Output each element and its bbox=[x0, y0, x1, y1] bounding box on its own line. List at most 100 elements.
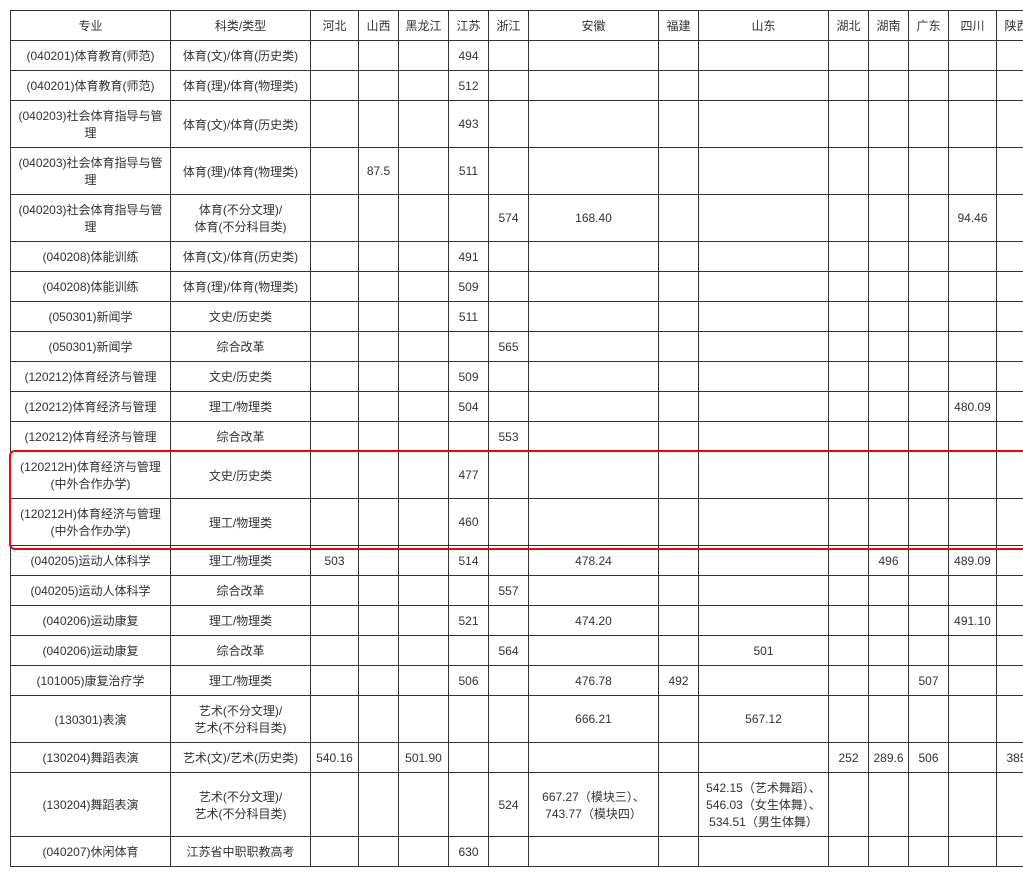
table-cell bbox=[909, 773, 949, 837]
table-row: (120212H)体育经济与管理(中外合作办学)文史/历史类477 bbox=[11, 452, 1023, 499]
table-cell: 493 bbox=[449, 101, 489, 148]
table-cell bbox=[399, 272, 449, 302]
table-cell: 507 bbox=[909, 666, 949, 696]
table-cell bbox=[659, 499, 699, 546]
col-header: 福建 bbox=[659, 11, 699, 41]
table-cell bbox=[659, 546, 699, 576]
table-cell bbox=[997, 362, 1023, 392]
table-cell bbox=[659, 148, 699, 195]
table-cell: (040205)运动人体科学 bbox=[11, 546, 171, 576]
table-cell: 理工/物理类 bbox=[171, 666, 311, 696]
table-cell bbox=[909, 41, 949, 71]
table-cell: 综合改革 bbox=[171, 636, 311, 666]
table-cell bbox=[997, 242, 1023, 272]
table-cell: 509 bbox=[449, 272, 489, 302]
table-cell bbox=[449, 422, 489, 452]
table-cell: 491 bbox=[449, 242, 489, 272]
table-cell bbox=[909, 696, 949, 743]
table-header-row: 专业科类/类型河北山西黑龙江江苏浙江安徽福建山东湖北湖南广东四川陕西 bbox=[11, 11, 1023, 41]
table-cell: (040203)社会体育指导与管理 bbox=[11, 195, 171, 242]
table-cell bbox=[997, 302, 1023, 332]
table-cell bbox=[489, 362, 529, 392]
table-cell bbox=[311, 576, 359, 606]
table-cell bbox=[869, 71, 909, 101]
table-cell bbox=[311, 452, 359, 499]
table-cell bbox=[489, 606, 529, 636]
table-cell: (040208)体能训练 bbox=[11, 242, 171, 272]
table-cell bbox=[909, 422, 949, 452]
table-cell bbox=[659, 696, 699, 743]
col-header: 河北 bbox=[311, 11, 359, 41]
table-cell: 385 bbox=[997, 743, 1023, 773]
table-cell bbox=[949, 696, 997, 743]
table-cell bbox=[399, 666, 449, 696]
table-cell bbox=[529, 743, 659, 773]
table-cell bbox=[909, 576, 949, 606]
table-row: (101005)康复治疗学理工/物理类506476.78492507 bbox=[11, 666, 1023, 696]
table-cell bbox=[529, 576, 659, 606]
table-cell bbox=[869, 696, 909, 743]
table-cell bbox=[311, 242, 359, 272]
table-cell: 文史/历史类 bbox=[171, 362, 311, 392]
table-cell bbox=[529, 101, 659, 148]
table-cell bbox=[489, 499, 529, 546]
table-cell: 506 bbox=[909, 743, 949, 773]
table-cell bbox=[311, 41, 359, 71]
table-cell bbox=[359, 362, 399, 392]
table-cell bbox=[659, 576, 699, 606]
table-cell bbox=[489, 101, 529, 148]
table-cell: 综合改革 bbox=[171, 332, 311, 362]
table-cell bbox=[829, 302, 869, 332]
table-cell bbox=[399, 773, 449, 837]
table-cell bbox=[829, 362, 869, 392]
table-cell bbox=[311, 71, 359, 101]
table-cell: 体育(理)/体育(物理类) bbox=[171, 272, 311, 302]
table-cell bbox=[449, 636, 489, 666]
table-cell: (040205)运动人体科学 bbox=[11, 576, 171, 606]
table-cell: (120212)体育经济与管理 bbox=[11, 362, 171, 392]
table-cell: 体育(不分文理)/体育(不分科目类) bbox=[171, 195, 311, 242]
table-cell bbox=[489, 666, 529, 696]
table-cell bbox=[359, 195, 399, 242]
table-cell: 557 bbox=[489, 576, 529, 606]
table-cell: 474.20 bbox=[529, 606, 659, 636]
table-cell bbox=[449, 576, 489, 606]
table-cell bbox=[699, 452, 829, 499]
table-cell bbox=[311, 272, 359, 302]
table-cell bbox=[699, 101, 829, 148]
table-cell bbox=[949, 362, 997, 392]
col-header: 湖北 bbox=[829, 11, 869, 41]
table-cell bbox=[311, 362, 359, 392]
table-cell bbox=[829, 773, 869, 837]
table-cell bbox=[869, 332, 909, 362]
table-cell: 574 bbox=[489, 195, 529, 242]
table-cell bbox=[997, 696, 1023, 743]
table-cell bbox=[829, 606, 869, 636]
table-cell: (040207)休闲体育 bbox=[11, 837, 171, 867]
table-cell bbox=[399, 195, 449, 242]
table-cell bbox=[869, 41, 909, 71]
table-cell bbox=[399, 392, 449, 422]
table-cell bbox=[489, 242, 529, 272]
table-cell bbox=[399, 362, 449, 392]
table-cell bbox=[489, 696, 529, 743]
table-cell: 289.6 bbox=[869, 743, 909, 773]
table-cell: 511 bbox=[449, 148, 489, 195]
table-cell bbox=[949, 148, 997, 195]
table-cell: 501.90 bbox=[399, 743, 449, 773]
table-cell: 503 bbox=[311, 546, 359, 576]
table-cell bbox=[311, 696, 359, 743]
table-row: (040205)运动人体科学理工/物理类503514478.24496489.0… bbox=[11, 546, 1023, 576]
table-cell: 567.12 bbox=[699, 696, 829, 743]
table-cell: 体育(理)/体育(物理类) bbox=[171, 148, 311, 195]
table-cell bbox=[399, 302, 449, 332]
table-cell bbox=[659, 773, 699, 837]
table-cell bbox=[949, 499, 997, 546]
table-cell bbox=[869, 773, 909, 837]
table-cell bbox=[659, 272, 699, 302]
table-cell bbox=[529, 362, 659, 392]
table-cell bbox=[449, 696, 489, 743]
table-cell bbox=[829, 576, 869, 606]
table-row: (130301)表演艺术(不分文理)/艺术(不分科目类)666.21567.12 bbox=[11, 696, 1023, 743]
table-cell bbox=[997, 71, 1023, 101]
